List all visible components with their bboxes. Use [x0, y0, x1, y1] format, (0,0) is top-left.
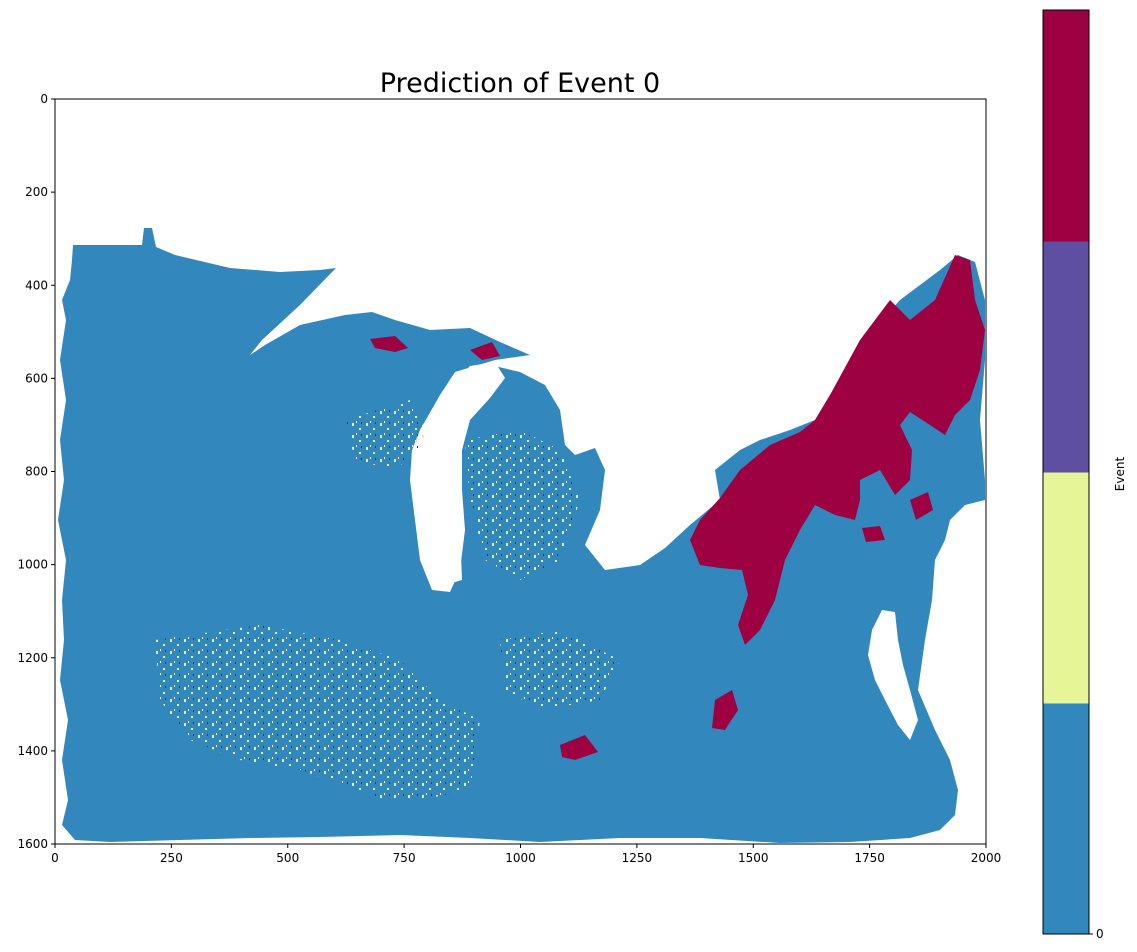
x-tick-label: 750	[393, 851, 416, 865]
x-tick-label: 0	[51, 851, 59, 865]
y-tick-label: 1400	[17, 744, 48, 758]
x-tick-label: 250	[160, 851, 183, 865]
y-tick-label: 400	[25, 278, 48, 292]
speckle-regions	[155, 400, 620, 800]
chart-title: Prediction of Event 0	[380, 68, 660, 99]
y-tick-label: 0	[40, 92, 48, 106]
x-tick-label: 2000	[971, 851, 1002, 865]
colorbar: 0	[1042, 9, 1104, 941]
x-tick-label: 1250	[622, 851, 653, 865]
plot-area	[55, 99, 986, 844]
colorbar-tick-label: 0	[1096, 927, 1104, 941]
x-tick-label: 1750	[854, 851, 885, 865]
colorbar-frame	[1042, 9, 1090, 935]
chesapeake-bay	[868, 610, 918, 740]
colorbar-label: Event	[1113, 457, 1127, 492]
event-regions	[370, 255, 985, 760]
y-tick-label: 800	[25, 465, 48, 479]
y-tick-label: 1600	[17, 837, 48, 851]
lake-michigan	[410, 362, 505, 592]
colorbar-segment	[1043, 472, 1089, 704]
y-axis: 0 200 400 600 800 1000 1200 1400 1600	[17, 92, 55, 851]
y-tick-label: 600	[25, 371, 48, 385]
y-tick-label: 1000	[17, 558, 48, 572]
y-tick-label: 200	[25, 185, 48, 199]
y-tick-label: 1200	[17, 651, 48, 665]
colorbar-segment	[1043, 241, 1089, 473]
x-tick-label: 1000	[505, 851, 536, 865]
x-tick-label: 500	[276, 851, 299, 865]
colorbar-segment	[1043, 703, 1089, 935]
x-axis: 0 250 500 750 1000 1250 1500 1750 2000	[51, 844, 1001, 865]
x-tick-label: 1500	[738, 851, 769, 865]
colorbar-segment	[1043, 10, 1089, 242]
